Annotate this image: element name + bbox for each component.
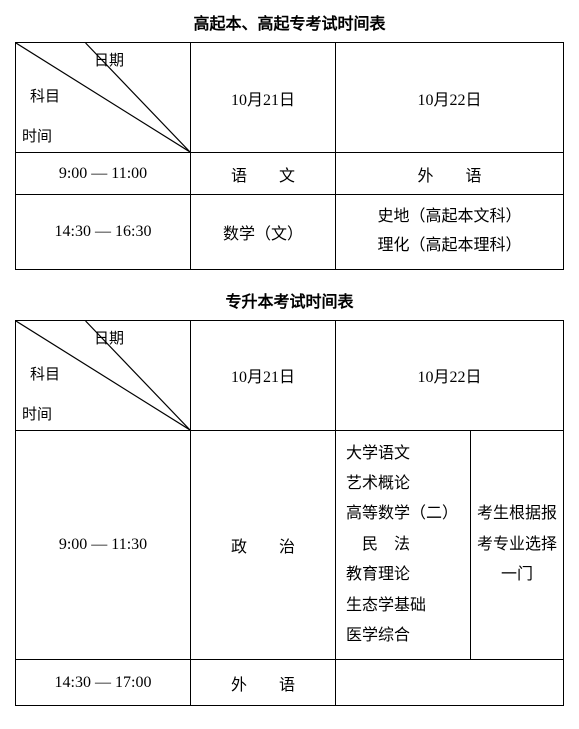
table1-row1: 9:00 — 11:00 语文 外语 — [16, 153, 564, 195]
diag-subject-label-2: 科目 — [30, 363, 60, 384]
diag-date-label-2: 日期 — [94, 327, 124, 348]
table1-title: 高起本、高起专考试时间表 — [15, 10, 564, 34]
table1-row2: 14:30 — 16:30 数学（文） 史地（高起本文科） 理化（高起本理科） — [16, 195, 564, 270]
table1-row1-time: 9:00 — 11:00 — [16, 153, 191, 195]
table1-row2-time: 14:30 — 16:30 — [16, 195, 191, 270]
table2-row1-subjects: 大学语文 艺术概论 高等数学（二） 民法 教育理论 生态学基础 医学综合 — [336, 430, 471, 660]
table1-row1-col2: 外语 — [336, 153, 564, 195]
table2-row2: 14:30 — 17:00 外语 — [16, 660, 564, 706]
table2-row2-time: 14:30 — 17:00 — [16, 660, 191, 706]
table1: 日期 科目 时间 10月21日 10月22日 9:00 — 11:00 语文 外… — [15, 42, 564, 270]
table1-row1-col1: 语文 — [191, 153, 336, 195]
table2-row1-time: 9:00 — 11:30 — [16, 430, 191, 660]
table1-header-row: 日期 科目 时间 10月21日 10月22日 — [16, 43, 564, 153]
diag-time-label: 时间 — [22, 125, 52, 146]
table2-row1-col1: 政治 — [191, 430, 336, 660]
diag-date-label: 日期 — [94, 49, 124, 70]
table2: 日期 科目 时间 10月21日 10月22日 9:00 — 11:30 政治 大… — [15, 320, 564, 707]
diag-subject-label: 科目 — [30, 85, 60, 106]
table2-row1-note: 考生根据报 考专业选择 一门 — [471, 430, 564, 660]
table1-row2-col2: 史地（高起本文科） 理化（高起本理科） — [336, 195, 564, 270]
table2-header-row: 日期 科目 时间 10月21日 10月22日 — [16, 320, 564, 430]
table2-header-col2: 10月22日 — [336, 320, 564, 430]
table2-row1: 9:00 — 11:30 政治 大学语文 艺术概论 高等数学（二） 民法 教育理… — [16, 430, 564, 660]
diag-time-label-2: 时间 — [22, 403, 52, 424]
table1-header-col2: 10月22日 — [336, 43, 564, 153]
table2-row2-col1: 外语 — [191, 660, 336, 706]
table2-title: 专升本考试时间表 — [15, 288, 564, 312]
table2-diag-cell: 日期 科目 时间 — [16, 320, 191, 430]
table1-diag-cell: 日期 科目 时间 — [16, 43, 191, 153]
table1-header-col1: 10月21日 — [191, 43, 336, 153]
table2-row2-empty — [336, 660, 564, 706]
table2-header-col1: 10月21日 — [191, 320, 336, 430]
table1-row2-col1: 数学（文） — [191, 195, 336, 270]
